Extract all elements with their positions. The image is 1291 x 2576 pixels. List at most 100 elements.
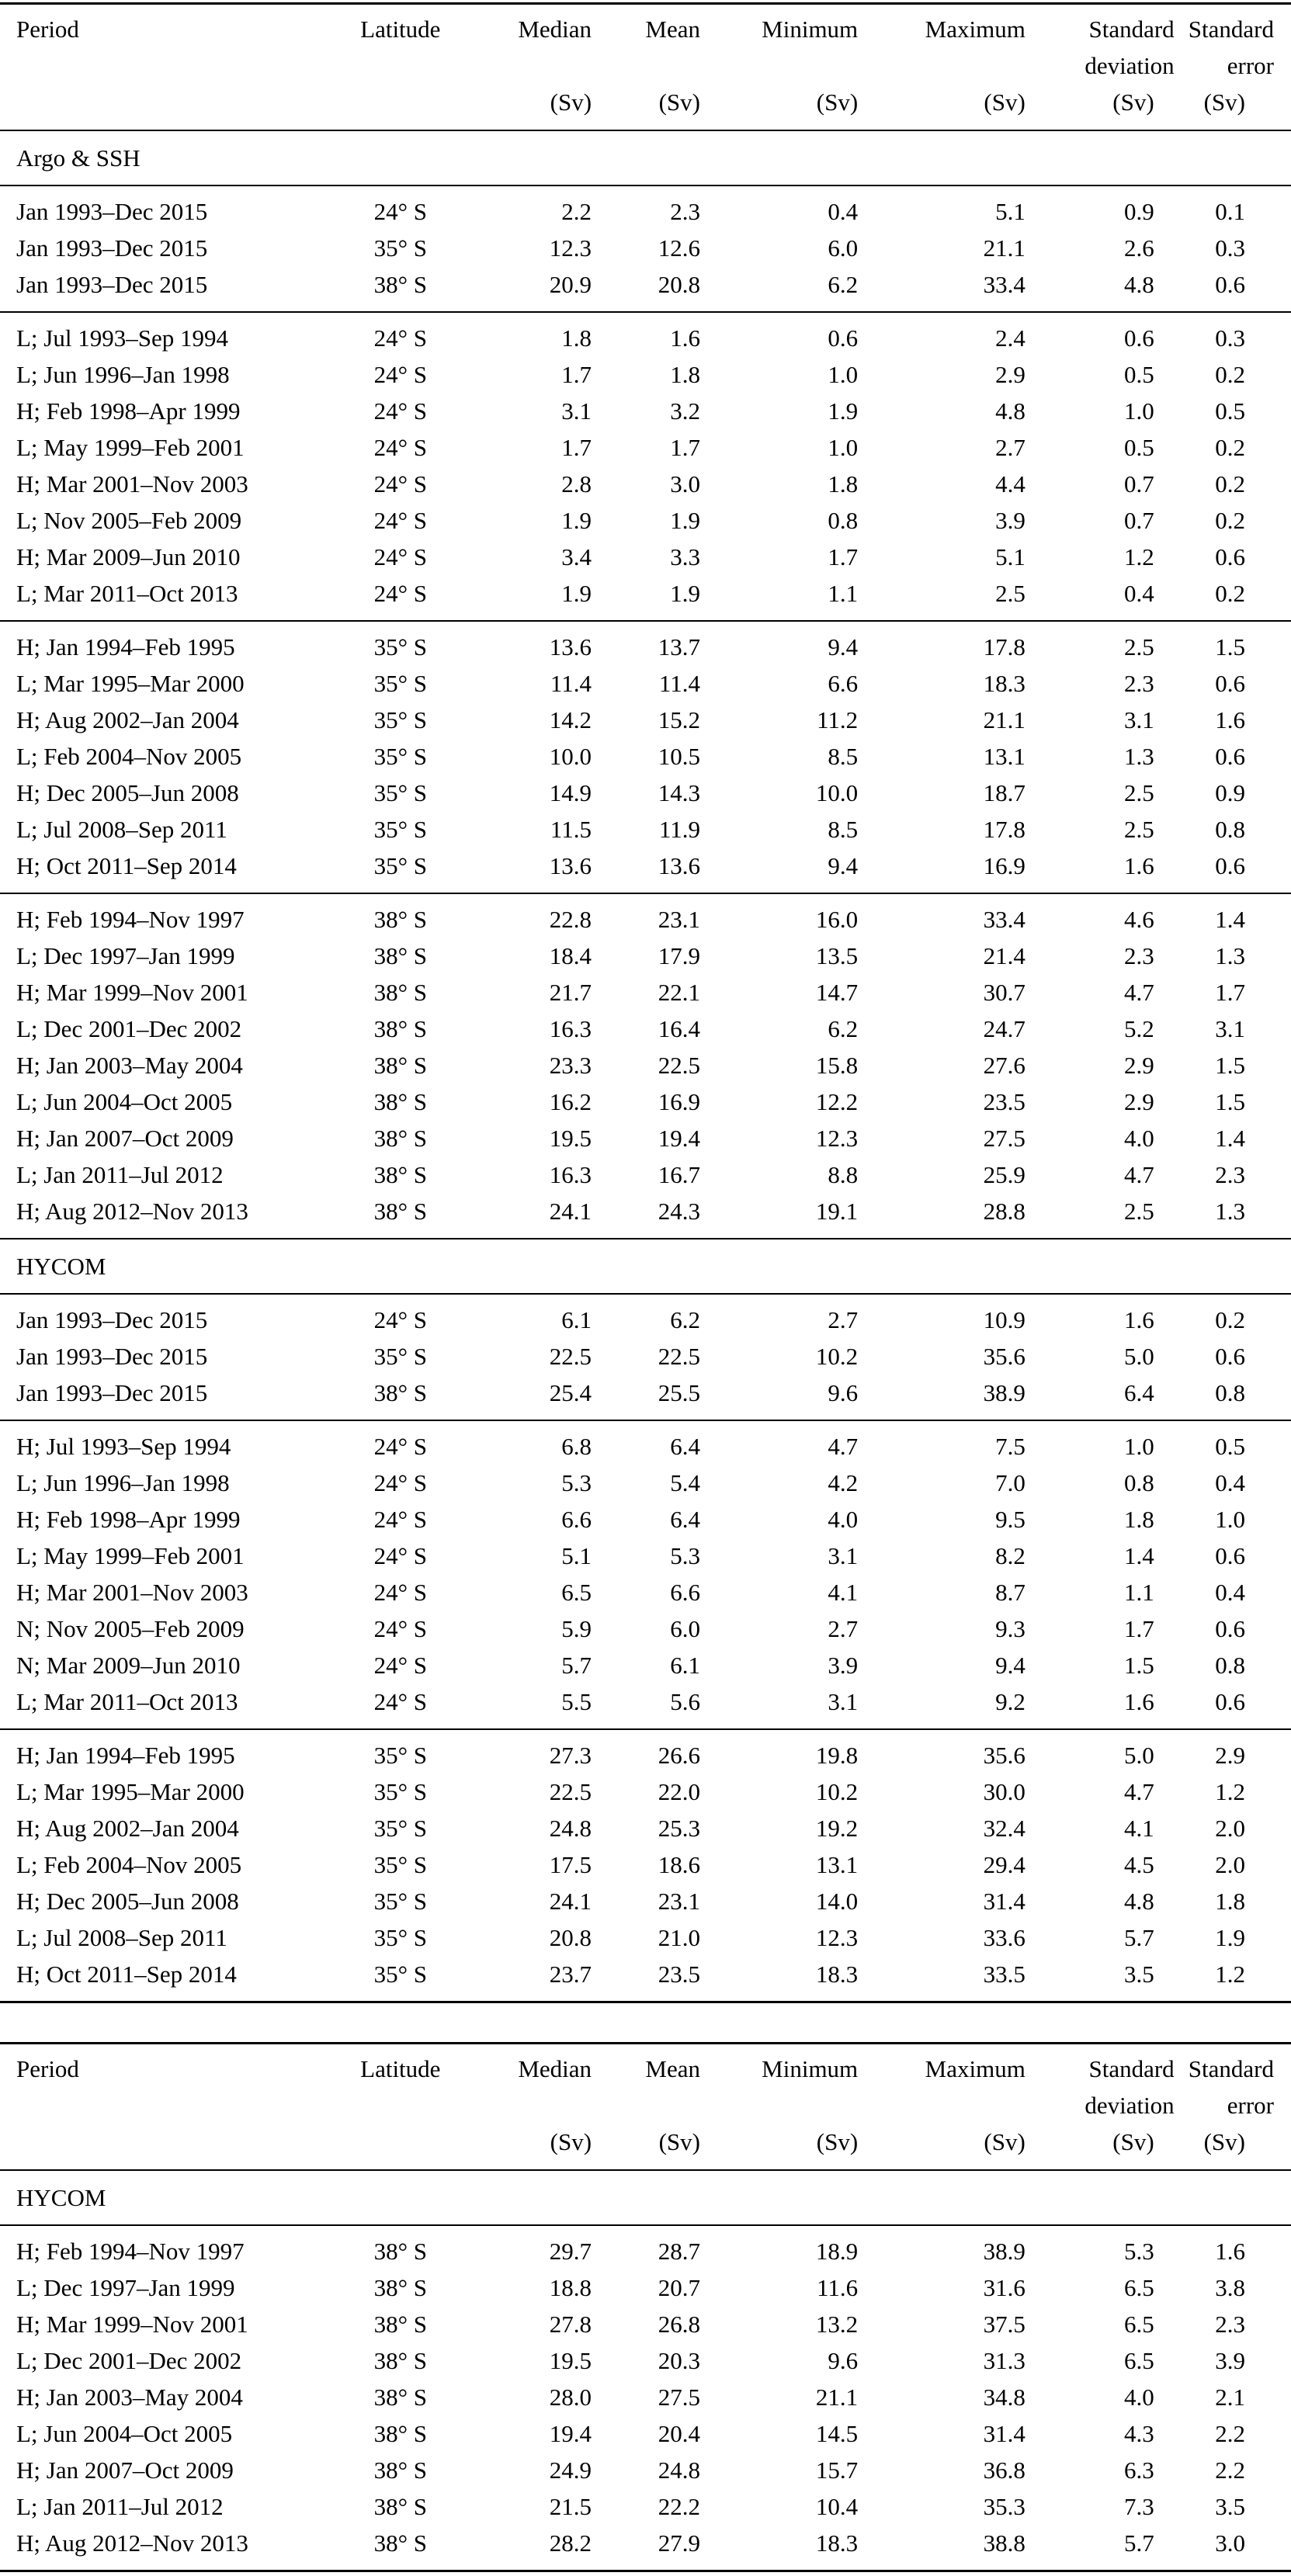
cell-period: L; Jan 2011–Jul 2012 bbox=[16, 2493, 224, 2520]
cell-minimum: 10.2 bbox=[815, 1343, 859, 1370]
cell-minimum: 15.7 bbox=[815, 2456, 859, 2484]
cell-period: L; Jul 2008–Sep 2011 bbox=[16, 816, 227, 843]
cell-latitude: 24° S bbox=[373, 1306, 427, 1333]
table-row: L; Dec 2001–Dec 2002 38° S 16.3 16.4 6.2 24.7… bbox=[0, 1011, 1291, 1047]
cell-minimum: 12.3 bbox=[815, 1125, 859, 1152]
col-header-maximum: Maximum bbox=[858, 4, 1026, 48]
col-header-maximum bbox=[858, 2087, 1026, 2124]
cell-mean: 24.8 bbox=[658, 2456, 700, 2484]
header-text: Standard bbox=[1088, 2055, 1175, 2082]
cell-minimum: 14.5 bbox=[815, 2420, 859, 2447]
cell-median: 28.2 bbox=[549, 2529, 592, 2557]
cell-latitude: 24° S bbox=[373, 580, 427, 607]
cell-period: L; Mar 2011–Oct 2013 bbox=[16, 1688, 238, 1715]
cell-median: 29.7 bbox=[549, 2238, 592, 2265]
header-text: error bbox=[1227, 52, 1274, 79]
cell-std-error: 0.2 bbox=[1215, 580, 1245, 607]
table-row: Jan 1993–Dec 2015 38° S 20.9 20.8 6.2 33.4 4.8… bbox=[0, 266, 1291, 312]
cell-std-error: 2.0 bbox=[1215, 1815, 1245, 1842]
header-text: Median bbox=[518, 16, 592, 43]
col-header-minimum bbox=[700, 47, 858, 84]
table-row: L; Dec 1997–Jan 1999 38° S 18.4 17.9 13.5 21.… bbox=[0, 938, 1291, 974]
col-header-std-error: Standard bbox=[1154, 2044, 1291, 2088]
cell-std-error: 0.8 bbox=[1215, 816, 1245, 843]
cell-period: H; Feb 1994–Nov 1997 bbox=[16, 906, 245, 933]
cell-period: H; Mar 2009–Jun 2010 bbox=[16, 543, 241, 570]
table-row: Jan 1993–Dec 2015 38° S 25.4 25.5 9.6 38.9 6.4… bbox=[0, 1375, 1291, 1420]
cell-std-deviation: 0.8 bbox=[1123, 1469, 1154, 1496]
cell-minimum: 13.5 bbox=[815, 942, 859, 969]
cell-minimum: 3.1 bbox=[828, 1688, 859, 1715]
header-text: Latitude bbox=[360, 16, 441, 43]
cell-median: 14.9 bbox=[549, 779, 592, 806]
cell-std-error: 0.6 bbox=[1215, 1343, 1245, 1370]
cell-latitude: 35° S bbox=[373, 1851, 427, 1878]
section-hycom: HYCOM bbox=[0, 1239, 1291, 1294]
section-hycom: HYCOM bbox=[0, 2170, 1291, 2225]
cell-maximum: 2.9 bbox=[995, 361, 1026, 388]
cell-latitude: 24° S bbox=[373, 1688, 427, 1715]
cell-mean: 16.4 bbox=[658, 1015, 700, 1042]
cell-mean: 3.2 bbox=[670, 397, 700, 425]
cell-maximum: 9.5 bbox=[995, 1506, 1026, 1533]
cell-std-error: 0.2 bbox=[1215, 361, 1245, 388]
table-row: H; Jan 1994–Feb 1995 35° S 27.3 26.6 19.8 35.… bbox=[0, 1729, 1291, 1773]
cell-period: L; Jun 2004–Oct 2005 bbox=[16, 1088, 233, 1115]
header-text: (Sv) bbox=[1203, 2128, 1245, 2155]
cell-latitude: 35° S bbox=[373, 1961, 427, 1988]
table-row: H; Mar 1999–Nov 2001 38° S 27.8 26.8 13.2 37.… bbox=[0, 2306, 1291, 2342]
cell-latitude: 38° S bbox=[373, 1198, 427, 1225]
cell-std-deviation: 6.4 bbox=[1123, 1379, 1154, 1406]
cell-maximum: 36.8 bbox=[983, 2456, 1026, 2484]
cell-std-error: 3.1 bbox=[1215, 1015, 1245, 1042]
cell-minimum: 4.0 bbox=[828, 1506, 859, 1533]
cell-period: L; Dec 1997–Jan 1999 bbox=[16, 2274, 235, 2301]
cell-median: 3.4 bbox=[561, 543, 592, 570]
cell-minimum: 18.9 bbox=[815, 2238, 859, 2265]
header-text: Latitude bbox=[360, 2055, 441, 2082]
cell-std-error: 0.6 bbox=[1215, 271, 1245, 298]
cell-maximum: 2.7 bbox=[995, 434, 1026, 461]
cell-std-error: 1.4 bbox=[1215, 906, 1245, 933]
cell-maximum: 33.6 bbox=[983, 1924, 1026, 1951]
section-title: Argo & SSH bbox=[16, 144, 141, 172]
cell-minimum: 12.3 bbox=[815, 1924, 859, 1951]
cell-mean: 20.4 bbox=[658, 2420, 700, 2447]
cell-mean: 1.7 bbox=[670, 434, 700, 461]
table-row: H; Jan 1994–Feb 1995 35° S 13.6 13.7 9.4 17.8… bbox=[0, 621, 1291, 665]
cell-period: L; Jun 1996–Jan 1998 bbox=[16, 1469, 230, 1496]
cell-std-error: 3.9 bbox=[1215, 2347, 1245, 2374]
table-row: L; Jun 1996–Jan 1998 24° S 1.7 1.8 1.0 2.9 0.5… bbox=[0, 356, 1291, 393]
cell-period: H; Oct 2011–Sep 2014 bbox=[16, 1961, 237, 1988]
cell-maximum: 8.7 bbox=[995, 1579, 1026, 1606]
cell-std-deviation: 1.5 bbox=[1123, 1652, 1154, 1679]
cell-period: H; Mar 1999–Nov 2001 bbox=[16, 979, 248, 1006]
cell-std-error: 2.9 bbox=[1215, 1742, 1245, 1769]
cell-maximum: 17.8 bbox=[983, 633, 1026, 660]
table-row: L; Jan 2011–Jul 2012 38° S 16.3 16.7 8.8 25.9… bbox=[0, 1156, 1291, 1193]
cell-median: 13.6 bbox=[549, 633, 592, 660]
table-row: L; Jan 2011–Jul 2012 38° S 21.5 22.2 10.4 35.… bbox=[0, 2488, 1291, 2525]
col-header-mean: Mean bbox=[592, 2044, 700, 2088]
cell-latitude: 38° S bbox=[373, 942, 427, 969]
cell-mean: 6.4 bbox=[670, 1433, 700, 1460]
cell-mean: 16.7 bbox=[658, 1161, 700, 1188]
cell-std-deviation: 7.3 bbox=[1123, 2493, 1154, 2520]
cell-minimum: 9.4 bbox=[828, 633, 859, 660]
cell-std-error: 0.2 bbox=[1215, 470, 1245, 498]
section-title: HYCOM bbox=[16, 2184, 106, 2211]
cell-maximum: 21.1 bbox=[983, 706, 1026, 733]
cell-period: H; Jul 1993–Sep 1994 bbox=[16, 1433, 231, 1460]
cell-std-deviation: 1.4 bbox=[1123, 1542, 1154, 1569]
cell-maximum: 17.8 bbox=[983, 816, 1026, 843]
cell-std-error: 1.2 bbox=[1215, 1961, 1245, 1988]
cell-std-deviation: 2.3 bbox=[1123, 942, 1154, 969]
cell-period: L; Nov 2005–Feb 2009 bbox=[16, 507, 242, 534]
cell-maximum: 31.4 bbox=[983, 1888, 1026, 1915]
col-header-std-error: error bbox=[1154, 47, 1291, 84]
cell-period: H; Feb 1998–Apr 1999 bbox=[16, 1506, 241, 1533]
col-unit-period bbox=[0, 84, 346, 130]
table-row: H; Oct 2011–Sep 2014 35° S 13.6 13.6 9.4 16.9… bbox=[0, 848, 1291, 893]
table-row: L; May 1999–Feb 2001 24° S 1.7 1.7 1.0 2.7 0.5… bbox=[0, 429, 1291, 466]
